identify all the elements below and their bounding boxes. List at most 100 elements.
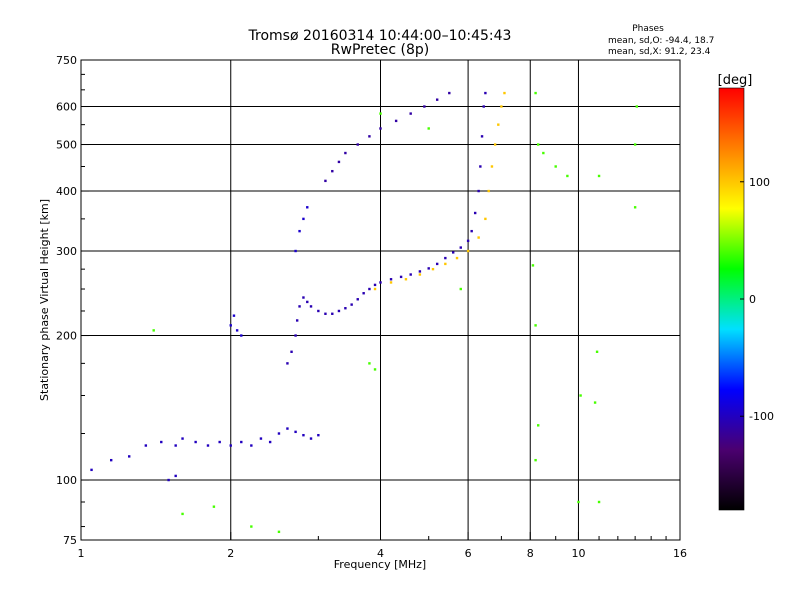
data-point-sparse	[577, 500, 580, 504]
colorbar-tick-label: 100	[749, 176, 770, 189]
data-point-sparse	[212, 505, 216, 508]
grid-lines	[81, 60, 680, 540]
data-point-O-mid	[344, 307, 347, 310]
data-point-O-lower	[181, 437, 184, 440]
data-point-O-mid	[286, 362, 289, 365]
x-tick-label: 6	[465, 547, 472, 560]
data-point-X-trace	[404, 278, 408, 281]
data-point-O-lower	[167, 478, 170, 482]
data-point-sparse	[459, 287, 462, 291]
data-point-O-lower	[317, 433, 320, 437]
y-tick-label: 100	[56, 474, 77, 487]
colorbar-tick-label: 0	[749, 293, 756, 306]
data-point-O-mid	[427, 267, 430, 270]
data-point-O-mid	[459, 246, 462, 249]
y-tick-label: 300	[56, 245, 77, 258]
data-point-O-lower	[268, 440, 272, 444]
data-point-O-lower	[206, 444, 210, 447]
data-point-X-trace	[477, 236, 480, 239]
y-tick-label: 200	[56, 330, 77, 343]
data-point-X-trace	[418, 273, 422, 276]
data-point-O-mid	[473, 211, 477, 215]
data-point-X-trace	[493, 143, 497, 146]
data-point-sparse	[250, 525, 253, 528]
data-point-X-trace	[389, 281, 393, 284]
data-point-O-mid	[444, 256, 447, 260]
data-point-O-high-branch	[344, 151, 347, 155]
data-point-sparse	[379, 112, 382, 115]
data-point-O-mid	[350, 303, 353, 306]
data-point-sparse	[534, 91, 537, 95]
data-point-O-mid	[290, 350, 293, 353]
data-point-O-high-branch	[379, 127, 382, 130]
data-point-sparse	[633, 206, 637, 209]
x-tick-label: 16	[673, 547, 687, 560]
x-axis-label: Frequency [MHz]	[334, 558, 426, 571]
data-point-O-lower	[144, 444, 148, 447]
y-tick-label: 75	[63, 534, 77, 547]
data-point-sparse	[635, 105, 638, 108]
data-point-sparse	[597, 174, 601, 178]
data-point-X-trace	[487, 189, 490, 193]
data-point-O-lower	[309, 437, 313, 440]
data-point-sparse	[427, 127, 430, 130]
data-point-O-high-branch	[435, 98, 439, 101]
data-point-O-mid	[409, 273, 412, 276]
data-point-sparse	[542, 151, 545, 155]
data-point-O-mid	[298, 305, 301, 308]
data-point-O-high-branch	[337, 160, 341, 164]
data-point-sparse	[531, 264, 535, 267]
data-point-sparse	[597, 500, 601, 504]
data-point-sparse	[595, 350, 599, 353]
y-axis-label: Stationary phase Virtual Height [km]	[38, 199, 51, 401]
data-point-O-mid	[309, 305, 313, 308]
data-point-O-high-branch	[324, 179, 327, 183]
data-point-X-trace	[484, 217, 487, 221]
data-point-O-low-cusp	[240, 334, 243, 337]
data-point-O-lower	[302, 433, 305, 437]
data-point-O-mid	[317, 309, 320, 313]
data-point-X-trace	[431, 267, 435, 271]
x-tick-label: 2	[227, 547, 234, 560]
info-line-o: mean, sd,O: -94.4, 18.7	[608, 36, 714, 46]
data-point-O-lower	[160, 440, 163, 444]
data-point-X-trace	[497, 123, 500, 126]
data-point-O-lower	[109, 458, 113, 462]
data-point-O-mid	[379, 281, 382, 284]
data-point-sparse	[534, 458, 537, 462]
data-point-O-mid	[435, 262, 439, 266]
data-point-sparse	[537, 424, 540, 427]
data-point-O-mid	[295, 319, 299, 322]
data-points	[90, 91, 638, 534]
data-point-sparse	[181, 512, 184, 516]
y-axis-ticks: 75 100 200 300 400 500 600 750	[56, 54, 89, 547]
data-point-O-high-branch	[368, 135, 371, 138]
data-point-X-trace	[466, 249, 470, 253]
data-point-O-mid	[484, 91, 487, 95]
y-tick-label: 750	[56, 54, 77, 67]
data-point-O-high-branch	[331, 169, 334, 173]
data-point-O-lower	[174, 474, 177, 478]
data-point-O-lower	[128, 455, 131, 458]
data-point-sparse	[152, 329, 155, 332]
data-point-O-lower	[277, 432, 281, 435]
data-point-O-low-cusp	[298, 229, 301, 233]
data-point-sparse	[534, 324, 537, 327]
data-point-sparse	[368, 362, 371, 365]
data-point-O-low-cusp	[232, 314, 236, 317]
data-point-O-lower	[240, 440, 243, 444]
data-point-O-lower	[174, 444, 177, 447]
data-point-O-mid	[480, 135, 484, 138]
data-point-O-mid	[399, 275, 403, 279]
chart-title: Tromsø 20160314 10:44:00–10:45:43	[248, 28, 512, 44]
data-point-O-mid	[482, 105, 485, 108]
data-point-O-low-cusp	[235, 329, 239, 332]
data-point-O-mid	[373, 283, 377, 287]
x-tick-label: 8	[527, 547, 534, 560]
data-point-O-lower	[194, 440, 197, 444]
data-point-sparse	[554, 165, 557, 168]
data-point-O-mid	[356, 298, 359, 301]
data-point-sparse	[277, 530, 281, 534]
data-point-O-mid	[418, 270, 422, 273]
